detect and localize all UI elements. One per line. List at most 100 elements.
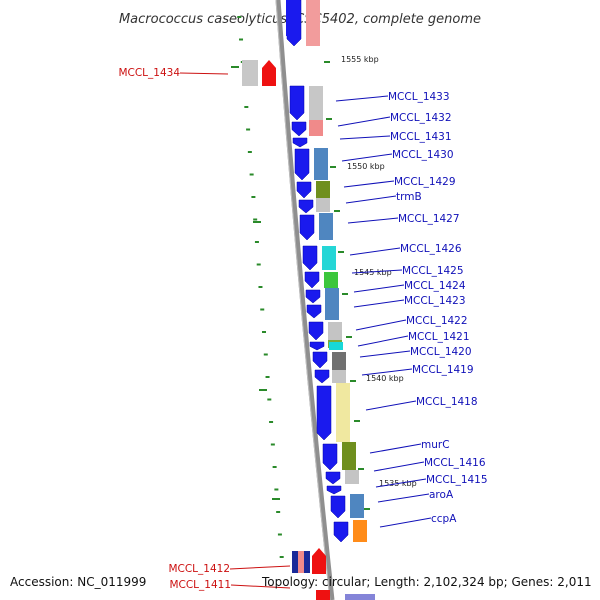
gene-label[interactable]: MCCL_1423 xyxy=(404,295,466,307)
reverse-gene-arrow xyxy=(316,590,330,600)
cog-block xyxy=(325,288,339,320)
cog-block xyxy=(332,352,346,370)
forward-gene-arrow xyxy=(289,85,305,121)
cog-block xyxy=(316,198,330,212)
major-tick xyxy=(259,389,267,391)
accession-text: Accession: NC_011999 xyxy=(10,575,146,589)
forward-gene-arrow xyxy=(298,199,314,214)
ruler-tick xyxy=(265,376,270,378)
forward-gene-arrow xyxy=(294,148,310,181)
cog-block xyxy=(319,213,333,240)
scale-tick xyxy=(334,210,340,212)
gene-label[interactable]: murC xyxy=(421,439,450,451)
scale-tick xyxy=(364,508,370,510)
gene-label[interactable]: MCCL_1411 xyxy=(169,579,231,591)
reverse-gene-arrow xyxy=(312,548,326,574)
genome-summary-text: Topology: circular; Length: 2,102,324 bp… xyxy=(261,575,592,589)
label-leader-line xyxy=(357,335,409,347)
forward-gene-arrow xyxy=(291,121,307,137)
kbp-scale-label: 1550 kbp xyxy=(347,162,385,171)
label-leader-line xyxy=(335,95,389,102)
gene-label[interactable]: MCCL_1433 xyxy=(388,91,450,103)
cog-block xyxy=(309,86,323,120)
forward-gene-arrow xyxy=(286,0,300,36)
cog-block xyxy=(316,181,330,198)
gene-label[interactable]: MCCL_1420 xyxy=(410,346,472,358)
ruler-tick xyxy=(239,38,244,41)
ruler-tick xyxy=(274,488,279,491)
cog-block xyxy=(345,594,375,600)
label-leader-line xyxy=(341,153,393,162)
cog-block xyxy=(345,470,359,484)
genome-backbone-highlight xyxy=(275,0,331,600)
gene-label[interactable]: MCCL_1415 xyxy=(426,474,488,486)
label-leader-line xyxy=(345,195,397,204)
major-tick xyxy=(272,498,280,500)
forward-gene-arrow xyxy=(292,137,308,148)
gene-label[interactable]: MCCL_1422 xyxy=(406,315,468,327)
forward-gene-arrow xyxy=(305,289,321,304)
reverse-gene-arrow xyxy=(262,60,276,86)
ruler-tick xyxy=(267,398,272,401)
ruler-tick xyxy=(260,308,265,311)
label-leader-line xyxy=(353,299,405,308)
scale-tick xyxy=(358,468,364,470)
ruler-tick xyxy=(244,106,249,108)
ruler-tick xyxy=(263,353,268,356)
gene-label[interactable]: MCCL_1416 xyxy=(424,457,486,469)
cog-block xyxy=(329,342,343,350)
gene-label[interactable]: MCCL_1421 xyxy=(408,331,470,343)
label-leader-line xyxy=(361,368,413,376)
feature-track xyxy=(242,0,375,600)
gene-label[interactable]: MCCL_1424 xyxy=(404,280,466,292)
kbp-scale-label: 1555 kbp xyxy=(341,55,379,64)
label-leader-line xyxy=(230,584,291,589)
forward-gene-arrow xyxy=(312,351,328,369)
gene-label[interactable]: MCCL_1432 xyxy=(390,112,452,124)
forward-gene-arrow xyxy=(304,271,320,289)
ruler-tick xyxy=(253,218,258,221)
scale-tick xyxy=(338,251,344,253)
gene-label[interactable]: aroA xyxy=(429,489,454,501)
gene-label[interactable]: trmB xyxy=(396,191,422,203)
label-leader-line xyxy=(373,461,425,472)
ruler-tick xyxy=(256,263,261,266)
gene-labels: MCCL_1433 MCCL_1432 MCCL_1431 MCCL_1430 MCCL… xyxy=(118,67,487,591)
ruler-tick xyxy=(258,286,263,288)
ruler-tick xyxy=(247,151,252,153)
forward-gene-arrow xyxy=(325,471,341,485)
cog-block xyxy=(353,520,367,542)
gene-label[interactable]: MCCL_1426 xyxy=(400,243,462,255)
cog-block xyxy=(350,494,364,518)
ruler-tick xyxy=(262,331,267,333)
scale-tick xyxy=(350,380,356,382)
forward-gene-arrow xyxy=(333,521,349,543)
ruler-tick xyxy=(249,173,254,176)
label-leader-line xyxy=(347,217,399,224)
gene-label[interactable]: MCCL_1427 xyxy=(398,213,460,225)
label-leader-line xyxy=(359,350,411,358)
ruler-tick xyxy=(279,556,284,558)
gene-label[interactable]: ccpA xyxy=(431,513,457,525)
cog-block xyxy=(314,148,328,180)
gene-label[interactable]: MCCL_1419 xyxy=(412,364,474,376)
label-leader-line xyxy=(355,319,407,331)
gene-label[interactable]: MCCL_1431 xyxy=(390,131,452,143)
scale-tick xyxy=(330,166,336,168)
cog-block xyxy=(306,0,320,46)
major-tick xyxy=(253,221,261,223)
forward-gene-arrow xyxy=(326,485,342,495)
cog-block xyxy=(332,370,346,383)
cog-block xyxy=(342,442,356,470)
gene-label[interactable]: MCCL_1412 xyxy=(168,563,230,575)
label-leader-line xyxy=(377,493,430,503)
gene-label[interactable]: MCCL_1429 xyxy=(394,176,456,188)
kbp-scale-label: 1540 kbp xyxy=(366,374,404,383)
gene-label[interactable]: MCCL_1434 xyxy=(118,67,180,79)
ruler-tick xyxy=(237,16,242,18)
gene-label[interactable]: MCCL_1425 xyxy=(402,265,464,277)
kbp-scale-label: 1545 kbp xyxy=(354,268,392,277)
gene-label[interactable]: MCCL_1430 xyxy=(392,149,454,161)
gene-label[interactable]: MCCL_1418 xyxy=(416,396,478,408)
